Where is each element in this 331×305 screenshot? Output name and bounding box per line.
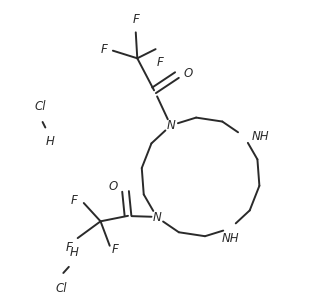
Text: F: F	[66, 241, 72, 253]
Text: O: O	[109, 180, 118, 193]
Text: Cl: Cl	[35, 100, 46, 113]
Text: N: N	[153, 211, 161, 224]
Text: H: H	[70, 246, 78, 259]
Text: F: F	[157, 56, 164, 69]
Text: H: H	[46, 135, 55, 148]
Text: O: O	[183, 67, 192, 80]
Text: Cl: Cl	[56, 282, 67, 295]
Text: F: F	[132, 13, 139, 26]
Text: F: F	[111, 243, 118, 256]
Text: N: N	[166, 119, 175, 132]
Text: F: F	[101, 43, 107, 56]
Text: NH: NH	[221, 232, 239, 245]
Text: NH: NH	[252, 130, 269, 143]
Text: F: F	[71, 194, 78, 207]
